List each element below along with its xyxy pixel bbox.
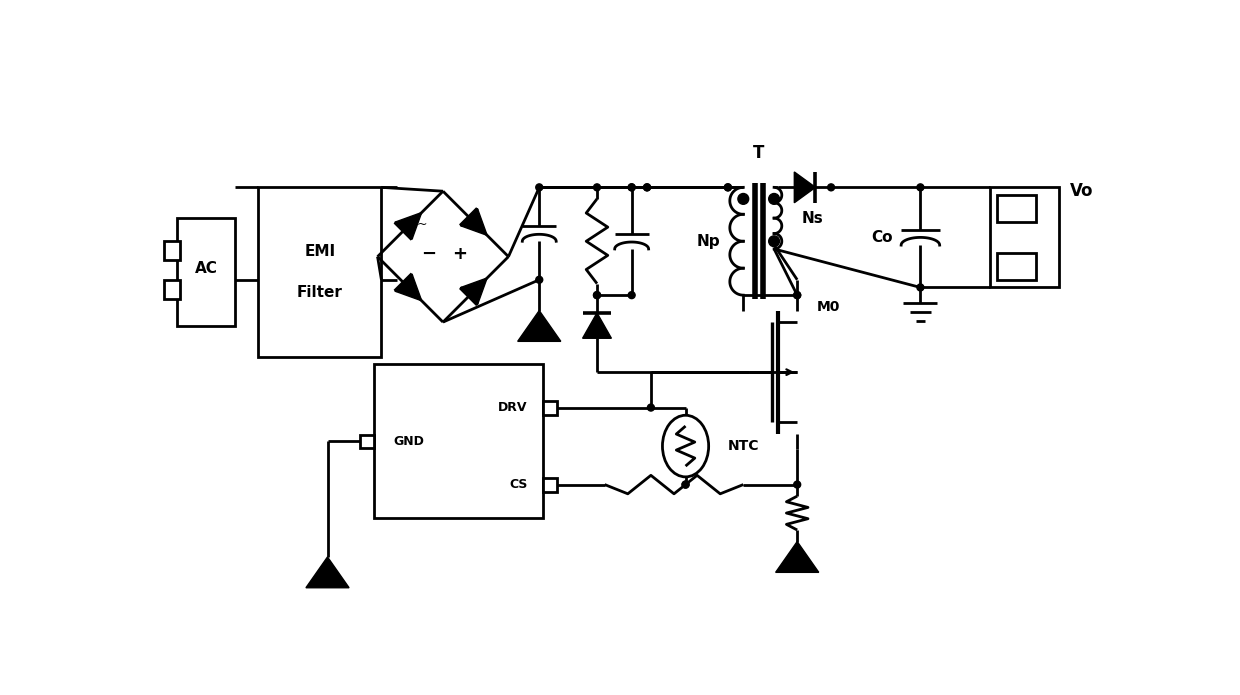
Text: Vo: Vo: [1070, 182, 1094, 200]
Text: NTC: NTC: [728, 439, 759, 453]
Bar: [258, 188, 382, 357]
Bar: [997, 253, 1035, 280]
Polygon shape: [306, 557, 350, 588]
Text: −: −: [422, 245, 436, 263]
Circle shape: [794, 481, 801, 488]
Polygon shape: [517, 311, 560, 341]
Circle shape: [738, 193, 749, 204]
Circle shape: [682, 481, 689, 488]
Polygon shape: [583, 313, 611, 338]
Circle shape: [594, 184, 600, 191]
Polygon shape: [776, 541, 818, 573]
Text: ~: ~: [417, 218, 427, 231]
Circle shape: [629, 292, 635, 299]
Circle shape: [594, 292, 600, 299]
Circle shape: [794, 292, 801, 299]
Bar: [543, 477, 557, 491]
Text: ~: ~: [459, 218, 470, 231]
Text: +: +: [453, 245, 467, 263]
Bar: [164, 241, 180, 261]
Text: GND: GND: [393, 435, 424, 448]
Circle shape: [724, 184, 732, 191]
Circle shape: [827, 184, 835, 191]
Circle shape: [536, 277, 543, 284]
Circle shape: [644, 184, 651, 191]
Circle shape: [724, 184, 732, 191]
Text: Co: Co: [872, 230, 893, 245]
Polygon shape: [394, 274, 422, 301]
Text: EMI: EMI: [304, 244, 335, 259]
Circle shape: [629, 184, 635, 191]
Circle shape: [769, 236, 780, 247]
Circle shape: [682, 481, 689, 488]
Circle shape: [916, 284, 924, 291]
Bar: [360, 434, 373, 448]
Bar: [997, 195, 1035, 222]
Text: M0: M0: [816, 300, 839, 313]
Text: CS: CS: [510, 478, 528, 491]
Circle shape: [536, 184, 543, 191]
Circle shape: [594, 292, 600, 299]
Bar: [373, 364, 543, 518]
Polygon shape: [460, 278, 487, 305]
Bar: [543, 400, 557, 414]
Text: Np: Np: [697, 234, 720, 249]
Circle shape: [647, 404, 655, 411]
Polygon shape: [460, 208, 487, 236]
Bar: [164, 280, 180, 299]
Text: Filter: Filter: [296, 285, 342, 300]
Polygon shape: [795, 172, 816, 203]
Circle shape: [644, 184, 651, 191]
Text: AC: AC: [195, 261, 218, 276]
Text: Ns: Ns: [802, 211, 823, 226]
Circle shape: [794, 292, 801, 299]
Bar: [177, 218, 236, 326]
Text: DRV: DRV: [498, 401, 528, 414]
Text: T: T: [753, 144, 764, 162]
Polygon shape: [394, 213, 422, 239]
Circle shape: [916, 184, 924, 191]
Circle shape: [769, 193, 780, 204]
Bar: [990, 188, 1059, 288]
Circle shape: [629, 184, 635, 191]
